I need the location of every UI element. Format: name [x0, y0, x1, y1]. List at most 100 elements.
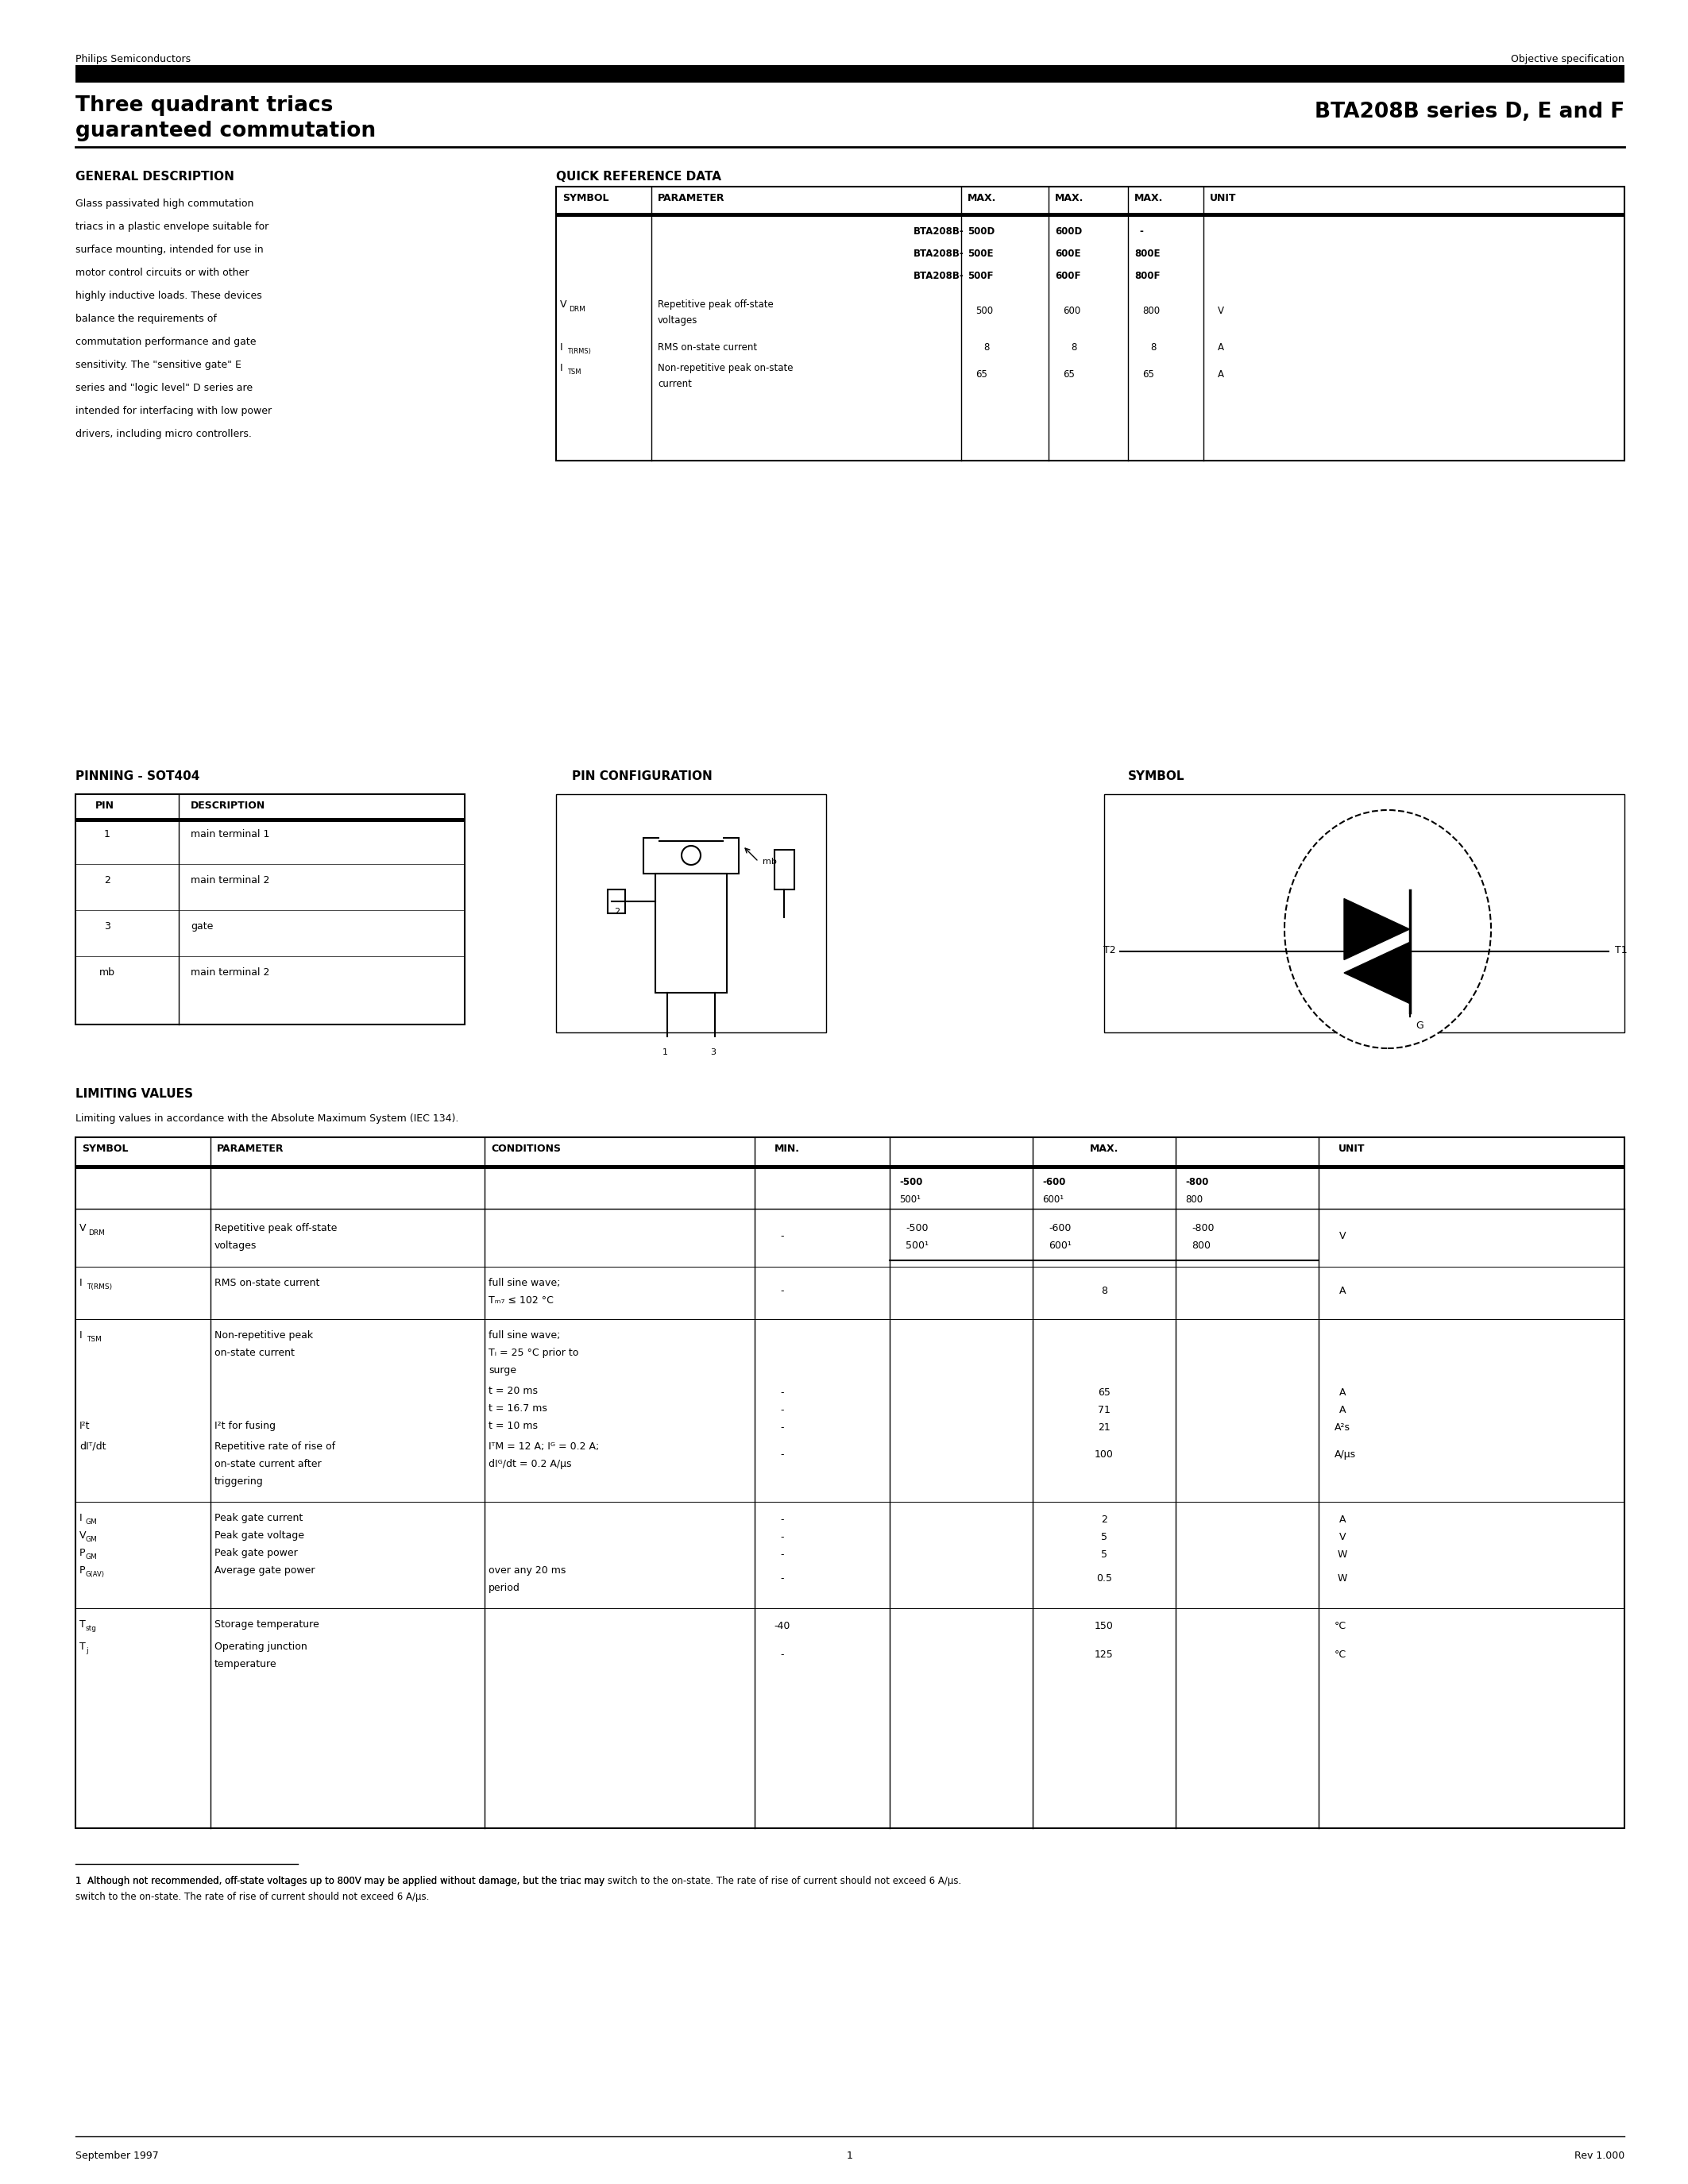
Text: GM: GM: [86, 1518, 98, 1527]
Text: A: A: [1339, 1514, 1345, 1524]
Text: 2: 2: [105, 876, 110, 885]
Text: P: P: [79, 1548, 86, 1557]
Text: series and "logic level" D series are: series and "logic level" D series are: [76, 382, 253, 393]
Text: 100: 100: [1094, 1450, 1114, 1459]
Text: A: A: [1339, 1286, 1345, 1295]
Text: mb: mb: [763, 858, 776, 865]
Bar: [608, 889, 625, 913]
Text: I²t: I²t: [79, 1422, 89, 1431]
Text: 125: 125: [1096, 1649, 1114, 1660]
Text: A: A: [1217, 343, 1224, 352]
Text: 0.5: 0.5: [1096, 1572, 1112, 1583]
Text: Tᵢ = 25 °C prior to: Tᵢ = 25 °C prior to: [488, 1348, 579, 1358]
Text: A: A: [1339, 1404, 1345, 1415]
Text: 600D: 600D: [1055, 227, 1082, 236]
Text: dIᴳ/dt = 0.2 A/μs: dIᴳ/dt = 0.2 A/μs: [488, 1459, 572, 1470]
Text: 1  Although not recommended, off-state voltages up to 800V may be applied withou: 1 Although not recommended, off-state vo…: [76, 1876, 604, 1887]
Text: on-state current: on-state current: [214, 1348, 295, 1358]
Text: 600F: 600F: [1055, 271, 1080, 282]
Bar: [76, 1164, 1624, 1168]
Text: surge: surge: [488, 1365, 517, 1376]
Text: W: W: [1337, 1548, 1347, 1559]
Text: DRM: DRM: [569, 306, 586, 312]
Text: G: G: [1416, 1020, 1423, 1031]
Text: 500D: 500D: [967, 227, 994, 236]
Text: I: I: [79, 1278, 83, 1289]
Text: DESCRIPTION: DESCRIPTION: [191, 802, 265, 810]
Bar: [76, 66, 1624, 83]
Text: TSM: TSM: [567, 369, 581, 376]
Text: LIMITING VALUES: LIMITING VALUES: [76, 1088, 192, 1101]
Text: motor control circuits or with other: motor control circuits or with other: [76, 269, 248, 277]
Text: 600E: 600E: [1055, 249, 1080, 260]
Text: -600: -600: [1048, 1223, 1072, 1234]
Text: sensitivity. The "sensitive gate" E: sensitivity. The "sensitive gate" E: [76, 360, 241, 369]
Text: PINNING - SOT404: PINNING - SOT404: [76, 771, 199, 782]
Text: A²s: A²s: [1335, 1422, 1350, 1433]
Text: Tₘ₇ ≤ 102 °C: Tₘ₇ ≤ 102 °C: [488, 1295, 554, 1306]
Text: 65: 65: [976, 369, 987, 380]
Text: Peak gate voltage: Peak gate voltage: [214, 1531, 304, 1540]
Text: Glass passivated high commutation: Glass passivated high commutation: [76, 199, 253, 210]
Text: 65: 65: [1097, 1387, 1111, 1398]
Text: RMS on-state current: RMS on-state current: [214, 1278, 319, 1289]
Text: Repetitive peak off-state: Repetitive peak off-state: [214, 1223, 338, 1234]
Text: GM: GM: [86, 1535, 98, 1544]
Text: 8: 8: [1070, 343, 1077, 352]
Text: 800: 800: [1143, 306, 1160, 317]
Text: G(AV): G(AV): [86, 1570, 105, 1579]
Text: Operating junction: Operating junction: [214, 1642, 307, 1651]
Text: UNIT: UNIT: [1339, 1144, 1366, 1153]
Text: MAX.: MAX.: [1090, 1144, 1119, 1153]
Circle shape: [682, 845, 701, 865]
Text: -: -: [780, 1548, 785, 1559]
Text: 65: 65: [1143, 369, 1155, 380]
Text: 1: 1: [662, 1048, 668, 1057]
Text: -: -: [780, 1286, 785, 1295]
Text: 1: 1: [847, 2151, 852, 2160]
Text: I²t for fusing: I²t for fusing: [214, 1422, 275, 1431]
Bar: [775, 850, 795, 889]
Text: MAX.: MAX.: [1055, 192, 1084, 203]
Text: -: -: [780, 1572, 785, 1583]
Text: V: V: [79, 1223, 86, 1234]
Text: Average gate power: Average gate power: [214, 1566, 316, 1575]
Text: T: T: [79, 1618, 86, 1629]
Text: -40: -40: [775, 1621, 790, 1631]
Bar: [555, 795, 825, 1033]
Text: DRM: DRM: [88, 1230, 105, 1236]
Text: GM: GM: [86, 1553, 98, 1562]
Text: -600: -600: [1041, 1177, 1065, 1188]
Text: P: P: [79, 1566, 86, 1575]
Text: over any 20 ms: over any 20 ms: [488, 1566, 565, 1575]
Text: V: V: [79, 1531, 86, 1540]
Text: -: -: [1139, 227, 1143, 236]
Text: RMS on-state current: RMS on-state current: [658, 343, 758, 352]
Text: Repetitive peak off-state: Repetitive peak off-state: [658, 299, 773, 310]
Text: -: -: [780, 1531, 785, 1542]
Text: Peak gate power: Peak gate power: [214, 1548, 297, 1557]
Text: highly inductive loads. These devices: highly inductive loads. These devices: [76, 290, 262, 301]
Text: BTA208B-: BTA208B-: [913, 249, 964, 260]
Text: mb: mb: [100, 968, 115, 978]
Text: UNIT: UNIT: [1210, 192, 1236, 203]
Text: 8: 8: [1150, 343, 1156, 352]
Text: j: j: [86, 1647, 88, 1653]
Text: V: V: [1217, 306, 1224, 317]
Bar: [76, 819, 464, 821]
Text: September 1997: September 1997: [76, 2151, 159, 2160]
Text: A: A: [1339, 1387, 1345, 1398]
Text: GENERAL DESCRIPTION: GENERAL DESCRIPTION: [76, 170, 235, 183]
Text: Storage temperature: Storage temperature: [214, 1618, 319, 1629]
Text: T(RMS): T(RMS): [567, 347, 591, 356]
Text: 600¹: 600¹: [1048, 1241, 1072, 1251]
Text: 5: 5: [1101, 1531, 1107, 1542]
Bar: [643, 839, 739, 874]
Text: 500F: 500F: [967, 271, 993, 282]
Text: -500: -500: [900, 1177, 923, 1188]
Text: -: -: [780, 1422, 785, 1433]
Text: IᵀM = 12 A; Iᴳ = 0.2 A;: IᵀM = 12 A; Iᴳ = 0.2 A;: [488, 1441, 599, 1452]
Text: T(RMS): T(RMS): [86, 1284, 111, 1291]
Text: 3: 3: [105, 922, 110, 933]
Text: W: W: [1337, 1572, 1347, 1583]
